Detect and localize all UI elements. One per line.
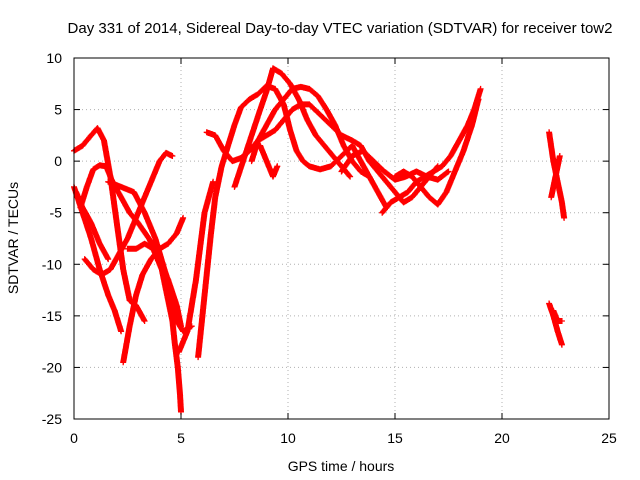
data-marker-path xyxy=(548,153,563,201)
y-tick-label: 5 xyxy=(54,102,62,118)
data-marker-path xyxy=(175,178,217,355)
series-track-12 xyxy=(231,65,354,190)
y-tick-label: 0 xyxy=(54,153,62,169)
data-points xyxy=(71,65,568,415)
data-marker-path xyxy=(338,147,452,183)
data-marker-path xyxy=(195,82,390,361)
x-tick-label: 5 xyxy=(177,430,185,446)
chart-title: Day 331 of 2014, Sidereal Day-to-day VTE… xyxy=(68,20,613,37)
series-track-17 xyxy=(338,147,452,183)
y-tick-label: 10 xyxy=(46,50,62,66)
y-tick-label: -20 xyxy=(42,359,62,375)
series-track-06 xyxy=(105,178,195,335)
series-track-19 xyxy=(548,153,563,201)
series-track-13 xyxy=(248,101,441,206)
axis-ticks: 0 5 10 15 20 25 -25 -20 -15 -10 -5 0 5 10 xyxy=(42,50,617,446)
series-track-08 xyxy=(124,240,184,415)
data-marker-path xyxy=(120,214,187,366)
series-track-14 xyxy=(257,142,281,180)
data-marker-path xyxy=(550,307,565,324)
data-marker-path xyxy=(546,300,565,348)
plot-frame xyxy=(73,57,610,420)
data-marker-path xyxy=(81,149,176,278)
data-marker-path xyxy=(105,178,195,335)
x-axis-label: GPS time / hours xyxy=(288,458,395,474)
series-track-20 xyxy=(546,300,565,348)
y-axis-label: SDTVAR / TECUs xyxy=(5,182,21,294)
x-tick-label: 10 xyxy=(280,430,296,446)
series-track-04 xyxy=(81,149,176,278)
y-tick-label: -5 xyxy=(50,205,63,221)
series-track-21 xyxy=(550,307,565,324)
data-marker-path xyxy=(248,101,441,206)
x-tick-label: 15 xyxy=(387,430,403,446)
x-tick-label: 20 xyxy=(494,430,510,446)
x-tick-label: 25 xyxy=(601,430,617,446)
series-track-09 xyxy=(175,178,217,355)
series-track-10 xyxy=(195,82,390,361)
data-marker-path xyxy=(124,240,184,415)
data-marker-path xyxy=(231,65,354,190)
y-tick-label: -15 xyxy=(42,308,62,324)
y-tick-label: -25 xyxy=(42,411,62,427)
x-tick-label: 0 xyxy=(70,430,78,446)
data-marker-path xyxy=(257,142,281,180)
series-track-07 xyxy=(120,214,187,366)
y-tick-label: -10 xyxy=(42,256,62,272)
